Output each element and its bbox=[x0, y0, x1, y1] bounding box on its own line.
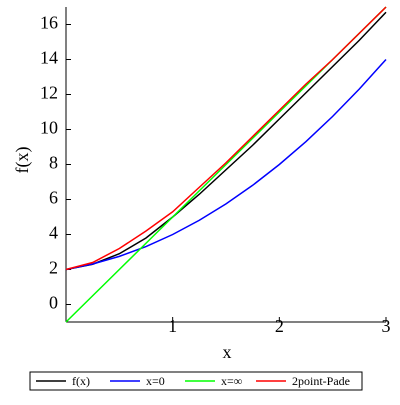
legend-label: x=∞ bbox=[221, 374, 242, 388]
y-tick-label: 12 bbox=[40, 83, 58, 103]
y-tick-label: 2 bbox=[49, 258, 58, 278]
legend-label: x=0 bbox=[146, 374, 165, 388]
legend-box bbox=[29, 371, 363, 391]
legend: f(x) x=0 x=∞ 2point-Pade bbox=[29, 371, 363, 391]
x-tick-label: 2 bbox=[275, 316, 284, 336]
series-line bbox=[65, 6, 387, 271]
y-tick-label: 16 bbox=[40, 13, 58, 33]
x-tick-label: 1 bbox=[168, 316, 177, 336]
series-line bbox=[65, 58, 387, 271]
legend-label: f(x) bbox=[72, 374, 90, 388]
y-axis-label: f(x) bbox=[12, 147, 33, 174]
x-tick-label: 3 bbox=[382, 316, 391, 336]
y-tick-label: 4 bbox=[49, 223, 58, 243]
legend-label: 2point-Pade bbox=[292, 374, 350, 388]
y-tick-label: 6 bbox=[49, 188, 58, 208]
x-axis-label: x bbox=[223, 342, 232, 362]
y-tick-label: 10 bbox=[40, 118, 58, 138]
y-tick-label: 8 bbox=[49, 153, 58, 173]
y-tick-label: 0 bbox=[49, 293, 58, 313]
y-tick-label: 14 bbox=[40, 48, 58, 68]
series-line bbox=[65, 11, 387, 271]
